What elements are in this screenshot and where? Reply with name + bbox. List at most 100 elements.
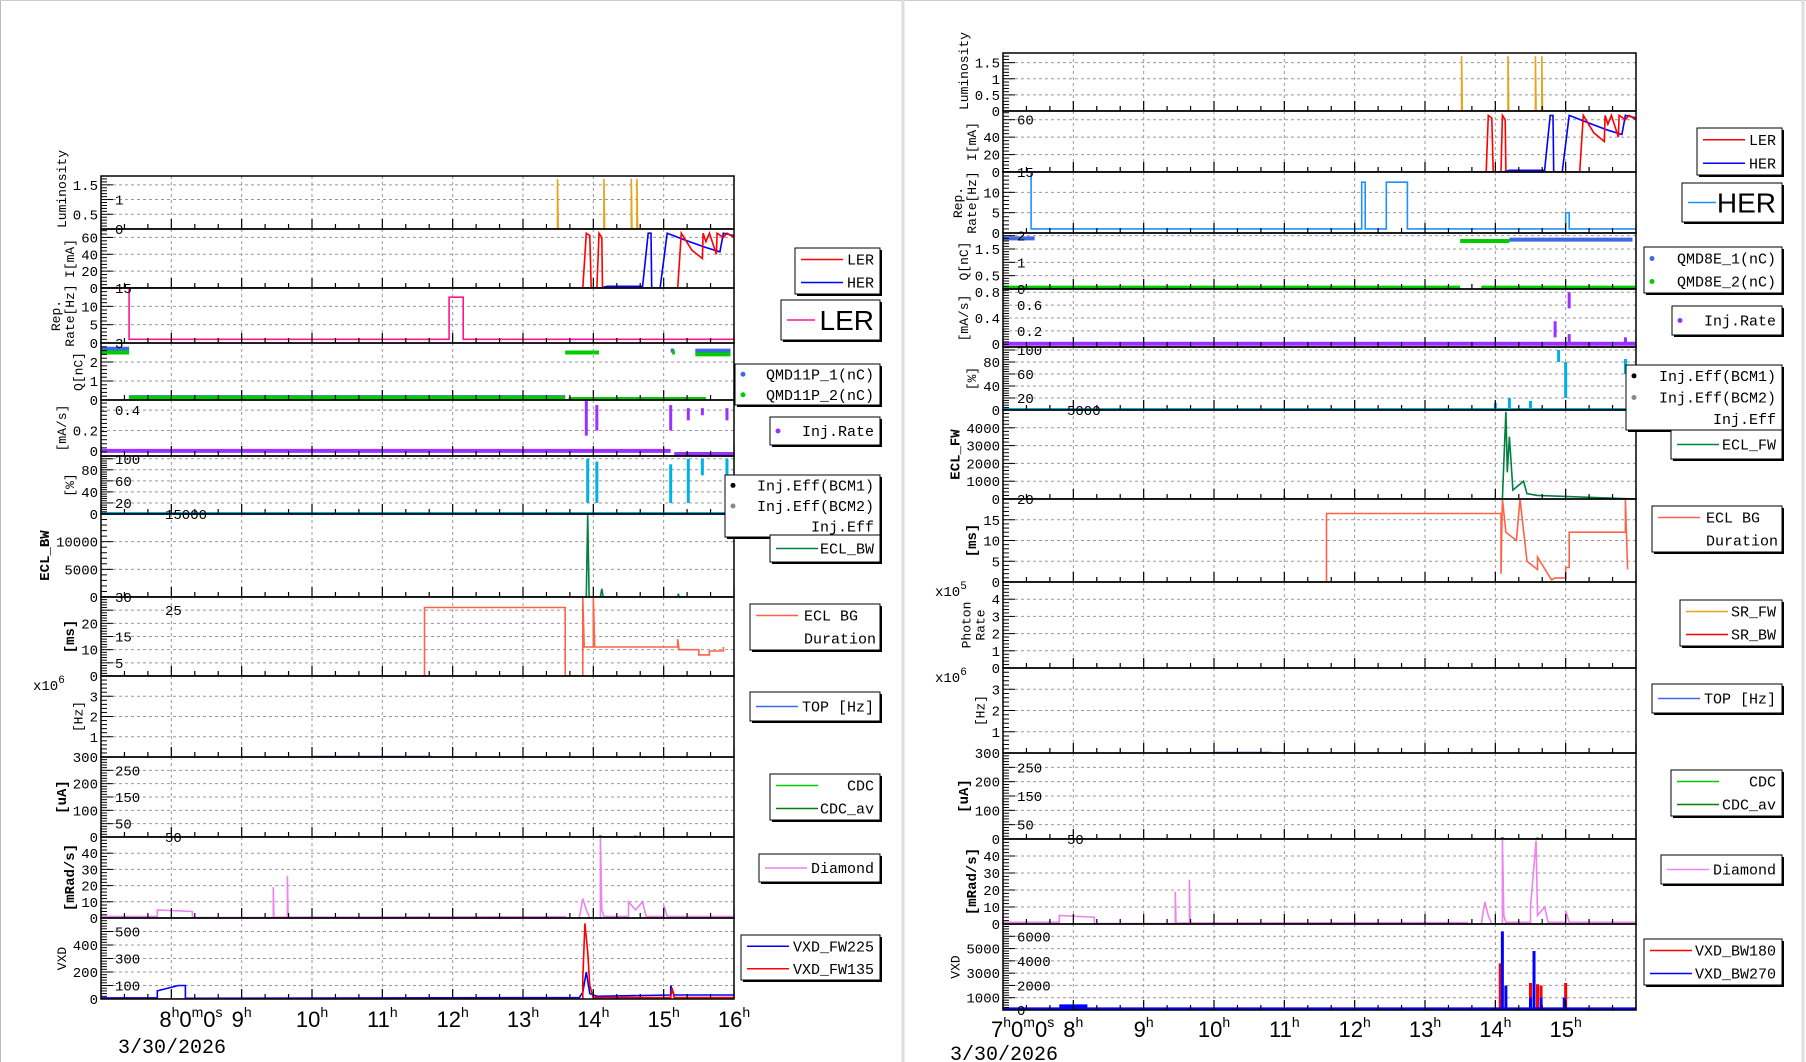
- y-tick-label: 1: [90, 731, 98, 747]
- y-tick-label: 0.4: [115, 404, 140, 420]
- legend-label: HER: [847, 276, 874, 293]
- x-tick-label: 8h: [1063, 1014, 1083, 1042]
- y-tick-label: 2: [1017, 230, 1025, 246]
- y-tick-label: 1.5: [73, 179, 98, 195]
- legend: LER HER: [794, 247, 882, 296]
- legend: LER HER: [1696, 127, 1784, 177]
- y-tick-label: 5: [115, 657, 123, 673]
- legend-label: Inj.Eff: [811, 520, 874, 537]
- y-tick-label: 1000: [966, 475, 1000, 491]
- series-ecl-bg-duration: [101, 597, 725, 676]
- series-group: [1003, 292, 1636, 346]
- legend: TOP [Hz]: [1651, 683, 1784, 715]
- y-tick-label: 10: [983, 535, 1000, 551]
- y-tick-label: 1: [1017, 256, 1025, 272]
- y-axis-label: [uA]: [55, 780, 71, 814]
- unit: h: [602, 1004, 610, 1020]
- y-axis-label: Rate: [974, 609, 989, 640]
- y-axis-label: [Hz]: [72, 701, 87, 732]
- y-tick-label: 80: [81, 464, 98, 480]
- legend-label: VXD_BW270: [1695, 967, 1776, 984]
- y-axis-label: Luminosity: [957, 32, 972, 110]
- y-tick-label: 1: [992, 645, 1000, 661]
- value: 16: [718, 1007, 742, 1032]
- series-ecl-bw: [101, 514, 734, 597]
- legend-label: Inj.Eff(BCM1): [1659, 369, 1776, 386]
- legend-label: CDC_av: [820, 802, 874, 819]
- y-tick-label: 0.2: [73, 425, 98, 441]
- y-axis-label: [%]: [63, 473, 78, 496]
- unit: h: [320, 1004, 328, 1020]
- y-tick-label: 25: [165, 604, 182, 620]
- legend: Inj.Eff(BCM1) Inj.Eff(BCM2) Inj.Eff: [724, 474, 882, 539]
- series-group: [101, 923, 734, 999]
- legend-label: QMD11P_1(nC): [766, 367, 874, 384]
- series-luminosity: [1003, 56, 1636, 111]
- y-tick-label: 50: [115, 818, 132, 834]
- panel--ma-s-: 0.8 0.6 0.4 0.2 0 [mA/s]: [957, 286, 1637, 354]
- y-axis-label: [%]: [965, 367, 980, 390]
- y-tick-label: 5: [90, 319, 98, 335]
- y-exponent-label: x106: [935, 667, 967, 687]
- unit: s: [216, 1004, 223, 1020]
- legend: QMD8E_1(nC) QMD8E_2(nC): [1643, 246, 1784, 295]
- y-axis-label: ECL_FW: [948, 429, 964, 480]
- y-tick-label: 0.4: [975, 312, 1000, 328]
- unit: h: [1003, 1014, 1011, 1030]
- legend-label: Inj.Eff(BCM2): [1659, 391, 1776, 408]
- legend-dot-marker: [775, 428, 781, 434]
- y-tick-label: 2: [992, 705, 1000, 721]
- y-tick-label: 0: [992, 338, 1000, 354]
- value: 14: [1479, 1017, 1503, 1042]
- y-tick-label: 4000: [966, 422, 1000, 438]
- value: 0: [203, 1007, 215, 1032]
- y-axis-label: VXD: [948, 955, 963, 979]
- x-tick-label: 7h0m0s: [991, 1014, 1054, 1042]
- y-tick-label: 0: [992, 918, 1000, 934]
- y-tick-label: 40: [81, 847, 98, 863]
- legend: VXD_BW180 VXD_BW270: [1643, 938, 1784, 987]
- y-tick-label: 100: [115, 980, 140, 996]
- y-tick-label: 100: [1017, 344, 1042, 360]
- legend: VXD_FW225 VXD_FW135: [740, 934, 882, 982]
- value: 9: [232, 1007, 244, 1032]
- legend-label: HER: [1717, 188, 1776, 219]
- series-group: [101, 514, 734, 597]
- y-tick-label: 100: [975, 804, 1000, 820]
- y-tick-label: 60: [115, 475, 132, 491]
- x-tick-label: 8h0m0s: [159, 1004, 222, 1032]
- y-tick-label: 300: [975, 747, 1000, 763]
- legend-label: LER: [1749, 133, 1776, 150]
- legend-dot-marker: [1631, 395, 1637, 400]
- legend-label: Inj.Eff: [1713, 412, 1776, 429]
- y-tick-label: 0: [90, 508, 98, 524]
- y-axis-label: I[mA]: [965, 122, 980, 161]
- legend-dot-marker: [1631, 373, 1637, 379]
- legend-dot-marker: [1649, 256, 1655, 261]
- panel-luminosity: 1.5 1 0.5 0 Luminosity: [55, 150, 735, 239]
- legend-box: [769, 416, 881, 446]
- y-tick-label: 0: [1017, 283, 1025, 299]
- x-tick-label: 9h: [1134, 1014, 1154, 1042]
- legend-label: Inj.Eff(BCM2): [757, 499, 874, 516]
- y-tick-label: 1: [115, 194, 123, 210]
- y-tick-label: 0: [992, 833, 1000, 849]
- y-tick-label: 15: [115, 631, 132, 647]
- panel--ua-: 300 250 200 150 100 50 0 [uA]: [55, 751, 735, 847]
- legend: CDC CDC_av: [769, 773, 882, 822]
- legend: Inj.Rate: [1671, 305, 1784, 337]
- value: 10: [296, 1007, 320, 1032]
- y-tick-label: 10: [81, 896, 98, 912]
- legend-label: QMD8E_2(nC): [1677, 275, 1776, 292]
- legend-label: HER: [1749, 156, 1776, 173]
- y-tick-label: 20: [983, 884, 1000, 900]
- legend-label: CDC: [847, 779, 874, 796]
- y-tick-label: 3: [115, 337, 123, 353]
- legend-box: [1625, 364, 1783, 431]
- y-tick-label: 10: [983, 901, 1000, 917]
- value: 12: [1339, 1017, 1363, 1042]
- legend-label: TOP [Hz]: [802, 700, 874, 717]
- y-tick-label: 100: [73, 804, 98, 820]
- legend-box: [734, 363, 881, 406]
